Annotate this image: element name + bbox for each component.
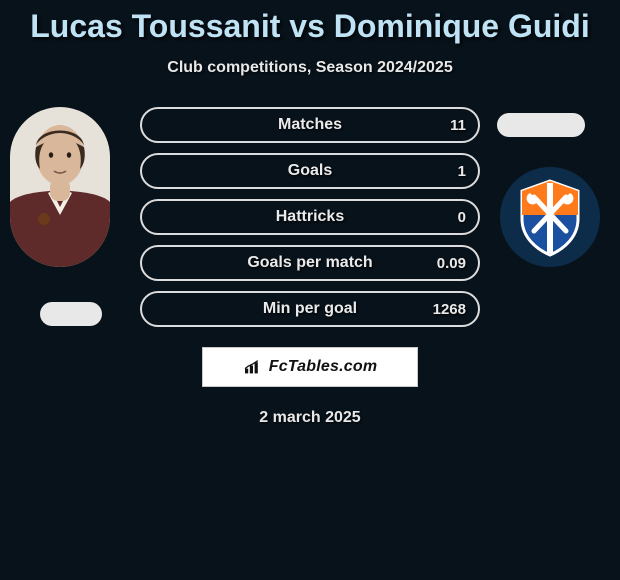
player-right-photo (500, 167, 600, 267)
player-left-photo-svg (10, 107, 110, 267)
stat-row: Hattricks0 (140, 199, 480, 235)
comparison-panel: Matches11 Goals1 Hattricks0 Goals per match… (0, 107, 620, 337)
brand-text: FcTables.com (269, 358, 378, 376)
stat-value: 1268 (433, 293, 466, 325)
stat-label: Min per goal (142, 293, 478, 325)
stat-row: Goals1 (140, 153, 480, 189)
subtitle: Club competitions, Season 2024/2025 (0, 59, 620, 77)
player-right-club-logo (497, 113, 585, 137)
stat-row: Goals per match0.09 (140, 245, 480, 281)
stat-label: Goals (142, 155, 478, 187)
player-right-logo-svg (500, 167, 600, 267)
stat-label: Goals per match (142, 247, 478, 279)
stat-value: 0.09 (437, 247, 466, 279)
player-left-photo (10, 107, 110, 267)
stat-row: Matches11 (140, 107, 480, 143)
date-text: 2 march 2025 (0, 409, 620, 427)
stat-label: Matches (142, 109, 478, 141)
stat-value: 1 (458, 155, 466, 187)
stats-list: Matches11 Goals1 Hattricks0 Goals per match… (140, 107, 480, 337)
stat-row: Min per goal1268 (140, 291, 480, 327)
chart-icon (243, 359, 263, 375)
stat-value: 11 (450, 109, 466, 141)
stat-label: Hattricks (142, 201, 478, 233)
page-title: Lucas Toussanit vs Dominique Guidi (0, 0, 620, 45)
brand-badge: FcTables.com (202, 347, 418, 387)
stat-value: 0 (458, 201, 466, 233)
player-left-club-logo (40, 302, 102, 326)
